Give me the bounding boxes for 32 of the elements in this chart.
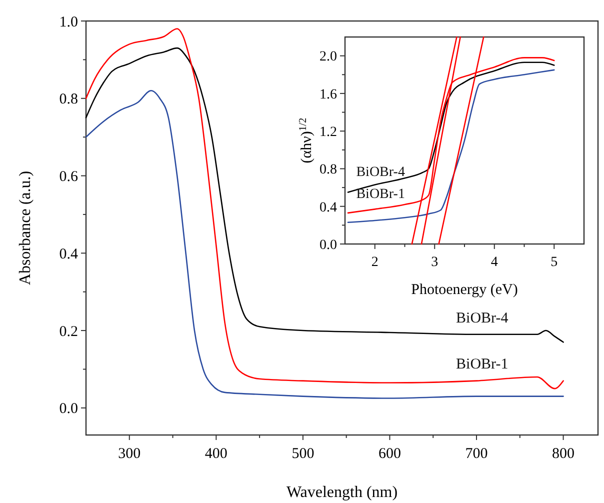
y-tick-label: 0.2: [59, 324, 78, 340]
line-series: [85, 90, 564, 399]
x-tick-label: 3: [431, 255, 438, 270]
y-tick-label: 0.8: [59, 92, 78, 108]
x-axis-title: Photoenergy (eV): [411, 282, 518, 298]
y-tick-label: 0.8: [320, 162, 337, 178]
x-tick-label: 500: [292, 446, 314, 462]
y-tick-label: 1.0: [59, 14, 78, 30]
y-tick-label: 0.0: [320, 238, 337, 253]
line-series: [85, 47, 564, 343]
x-tick-label: 400: [204, 446, 228, 462]
x-tick-label: 4: [490, 255, 498, 270]
x-tick-label: 600: [378, 446, 401, 462]
y-tick-label: 1.2: [320, 124, 337, 140]
x-axis-title: Wavelength (nm): [286, 484, 398, 501]
x-tick-label: 300: [118, 446, 141, 462]
series-label: BiOBr-4: [356, 164, 405, 180]
y-tick-label: 0.4: [59, 246, 78, 262]
y-axis-title: Absorbance (a.u.): [17, 170, 34, 286]
line-series: [85, 28, 564, 390]
series-label: BiOBr-1: [356, 186, 405, 202]
x-tick-label: 5: [550, 255, 558, 270]
x-tick-label: 2: [371, 255, 378, 270]
y-tick-label: 0.6: [59, 169, 78, 186]
x-tick-label: 700: [465, 446, 488, 462]
y-tick-label: 2.0: [320, 50, 337, 65]
y-tick-label: 1.6: [320, 87, 337, 102]
y-tick-label: 0.0: [59, 401, 78, 418]
series-label: BiOBr-1: [456, 356, 508, 372]
series-label: BiOBr-4: [456, 310, 509, 326]
y-tick-label: 0.4: [320, 200, 337, 216]
x-tick-label: 800: [552, 446, 575, 462]
